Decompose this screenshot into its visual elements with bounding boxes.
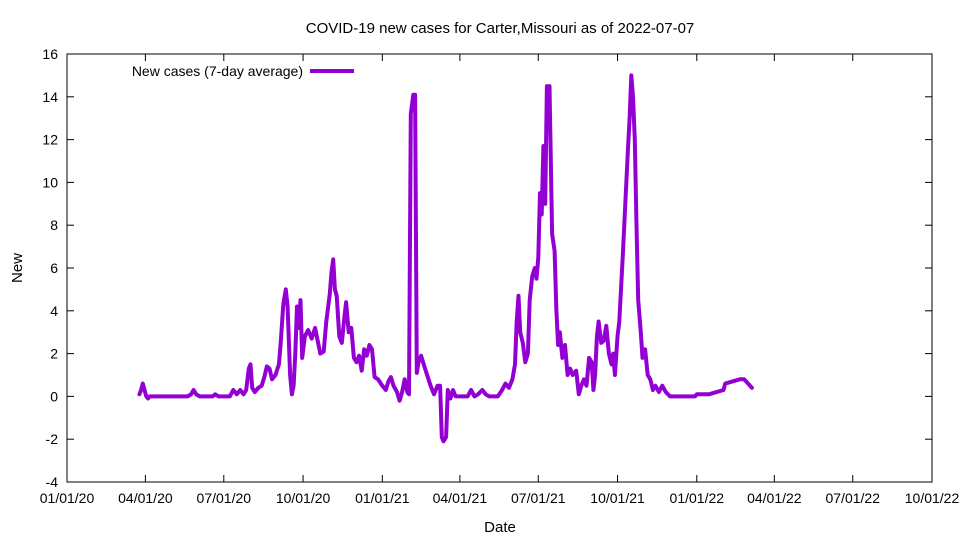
x-tick-label: 04/01/22 [747, 490, 802, 506]
legend: New cases (7-day average) [132, 63, 354, 79]
x-tick-label: 10/01/22 [905, 490, 960, 506]
y-tick-label: 10 [42, 174, 58, 190]
tick-labels: 01/01/20 04/01/20 07/01/20 10/01/20 01/01/21… [40, 46, 960, 506]
y-tick-label: 0 [50, 388, 58, 404]
y-tick-label: 14 [42, 89, 58, 105]
x-tick-label: 10/01/20 [276, 490, 331, 506]
y-tick-label: -2 [46, 431, 59, 447]
x-tick-label: 07/01/22 [825, 490, 880, 506]
x-tick-label: 10/01/21 [590, 490, 645, 506]
y-tick-label: 12 [42, 132, 58, 148]
series-line [137, 73, 754, 444]
axis-ticks [66, 53, 933, 483]
x-tick-label: 04/01/21 [433, 490, 488, 506]
y-tick-label: -4 [46, 474, 59, 490]
y-tick-label: 4 [50, 303, 58, 319]
x-tick-label: 07/01/21 [511, 490, 566, 506]
plot-frame [66, 53, 933, 483]
y-tick-label: 2 [50, 346, 58, 362]
series-layer [137, 73, 754, 444]
y-axis-label: New [9, 253, 26, 283]
x-tick-label: 07/01/20 [197, 490, 252, 506]
x-tick-label: 01/01/20 [40, 490, 95, 506]
x-tick-label: 01/01/22 [670, 490, 725, 506]
y-tick-label: 8 [50, 217, 58, 233]
x-tick-label: 04/01/20 [118, 490, 173, 506]
y-tick-label: 16 [42, 46, 58, 62]
chart-title: COVID-19 new cases for Carter,Missouri a… [306, 20, 695, 37]
x-axis-label: Date [484, 519, 516, 536]
y-tick-label: 6 [50, 260, 58, 276]
x-tick-label: 01/01/21 [355, 490, 410, 506]
legend-label: New cases (7-day average) [132, 63, 303, 79]
